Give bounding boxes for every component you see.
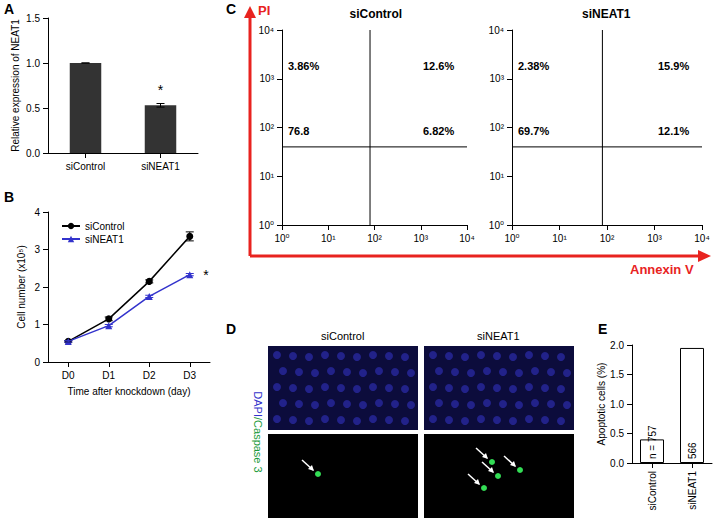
- svg-text:2.0: 2.0: [610, 340, 624, 351]
- svg-text:10³: 10³: [260, 73, 275, 84]
- svg-text:10⁰: 10⁰: [259, 220, 274, 231]
- svg-text:10²: 10²: [600, 233, 615, 244]
- svg-text:Relative expression of NEAT1: Relative expression of NEAT1: [10, 19, 21, 152]
- svg-text:76.8: 76.8: [288, 125, 309, 137]
- svg-text:10⁰: 10⁰: [489, 220, 504, 231]
- svg-text:0.0: 0.0: [610, 458, 624, 469]
- svg-text:10⁴: 10⁴: [259, 25, 274, 36]
- svg-text:D1: D1: [102, 370, 115, 381]
- svg-text:10²: 10²: [260, 122, 275, 133]
- svg-text:siNEAT1: siNEAT1: [687, 471, 698, 510]
- svg-text:1: 1: [34, 319, 40, 330]
- svg-text:69.7%: 69.7%: [518, 125, 549, 137]
- svg-text:10⁰: 10⁰: [504, 233, 519, 244]
- svg-text:n = 757: n = 757: [647, 425, 658, 459]
- svg-text:PI: PI: [258, 3, 270, 18]
- svg-text:12.6%: 12.6%: [423, 60, 454, 72]
- svg-text:10²: 10²: [490, 122, 505, 133]
- svg-text:10⁴: 10⁴: [694, 233, 709, 244]
- svg-text:2.38%: 2.38%: [518, 60, 549, 72]
- svg-text:10¹: 10¹: [552, 233, 567, 244]
- svg-text:10¹: 10¹: [490, 171, 505, 182]
- svg-text:siControl: siControl: [647, 471, 658, 510]
- svg-text:10⁰: 10⁰: [274, 233, 289, 244]
- svg-text:DAPI: DAPI: [252, 391, 264, 417]
- svg-text:1.5: 1.5: [610, 369, 624, 380]
- svg-text:A: A: [4, 1, 14, 17]
- svg-text:10³: 10³: [414, 233, 429, 244]
- svg-text:D0: D0: [62, 370, 75, 381]
- svg-text:10¹: 10¹: [321, 233, 336, 244]
- svg-text:10²: 10²: [367, 233, 382, 244]
- svg-text:siNEAT1: siNEAT1: [477, 330, 520, 342]
- svg-text:Cell number (x10⁵): Cell number (x10⁵): [16, 245, 27, 329]
- svg-text:*: *: [203, 267, 209, 283]
- svg-text:Apoptotic cells (%): Apoptotic cells (%): [596, 363, 607, 446]
- svg-text:10¹: 10¹: [260, 171, 275, 182]
- svg-text:0: 0: [34, 357, 40, 368]
- svg-text:566: 566: [687, 442, 698, 459]
- svg-text:siControl: siControl: [66, 161, 105, 172]
- svg-text:Time after knockdown (day): Time after knockdown (day): [67, 386, 190, 397]
- svg-text:E: E: [598, 321, 607, 337]
- svg-text:D: D: [226, 321, 236, 337]
- svg-text:10⁴: 10⁴: [489, 25, 504, 36]
- svg-text:siNEAT1: siNEAT1: [141, 161, 180, 172]
- svg-text:siNEAT1: siNEAT1: [85, 234, 124, 245]
- svg-text:1.0: 1.0: [610, 399, 624, 410]
- svg-text:15.9%: 15.9%: [658, 60, 689, 72]
- svg-text:siControl: siControl: [321, 330, 364, 342]
- svg-text:2: 2: [34, 282, 40, 293]
- svg-text:3.86%: 3.86%: [288, 60, 319, 72]
- svg-text:D3: D3: [183, 370, 196, 381]
- svg-text:0.5: 0.5: [26, 103, 40, 114]
- svg-text:10⁴: 10⁴: [459, 233, 474, 244]
- svg-text:C: C: [226, 1, 236, 17]
- svg-text:siControl: siControl: [85, 221, 124, 232]
- svg-text:siControl: siControl: [350, 7, 403, 21]
- svg-text:12.1%: 12.1%: [658, 125, 689, 137]
- svg-text:4: 4: [34, 207, 40, 218]
- svg-text:*: *: [158, 82, 164, 98]
- svg-text:B: B: [4, 189, 14, 205]
- svg-text:3: 3: [34, 244, 40, 255]
- svg-text:/Caspase 3: /Caspase 3: [252, 417, 264, 473]
- svg-text:D2: D2: [143, 370, 156, 381]
- svg-text:1.5: 1.5: [26, 13, 40, 24]
- svg-text:6.82%: 6.82%: [423, 125, 454, 137]
- svg-text:Annexin V: Annexin V: [630, 262, 694, 277]
- svg-text:10³: 10³: [490, 73, 505, 84]
- svg-text:0.0: 0.0: [26, 148, 40, 159]
- svg-text:siNEAT1: siNEAT1: [582, 7, 631, 21]
- svg-text:0.5: 0.5: [610, 428, 624, 439]
- svg-text:1.0: 1.0: [26, 58, 40, 69]
- svg-text:10³: 10³: [647, 233, 662, 244]
